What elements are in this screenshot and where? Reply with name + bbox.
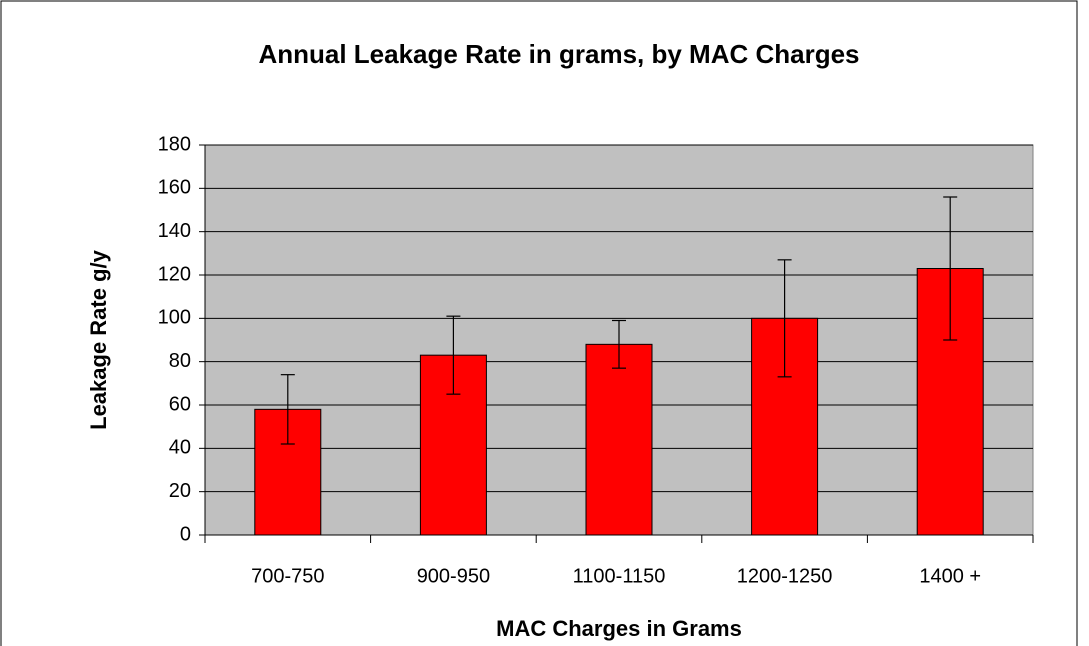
- x-tick-label: 700-750: [251, 565, 324, 587]
- y-tick-label: 0: [180, 523, 191, 545]
- x-axis-label: MAC Charges in Grams: [496, 616, 742, 641]
- y-axis-label: Leakage Rate g/y: [86, 249, 111, 430]
- y-tick-label: 40: [169, 437, 191, 459]
- x-tick-label: 1200-1250: [737, 565, 833, 587]
- y-tick-label: 100: [158, 307, 191, 329]
- y-tick-label: 140: [158, 220, 191, 242]
- chart-title: Annual Leakage Rate in grams, by MAC Cha…: [258, 39, 859, 69]
- y-tick-label: 60: [169, 393, 191, 415]
- y-tick-label: 80: [169, 350, 191, 372]
- y-tick-label: 20: [169, 480, 191, 502]
- bar: [585, 343, 653, 536]
- x-tick-label: 1100-1150: [573, 565, 666, 587]
- x-tick-label: 900-950: [417, 565, 490, 587]
- x-tick-label: 1400 +: [919, 565, 981, 587]
- y-tick-label: 160: [158, 177, 191, 199]
- y-tick-label: 120: [158, 263, 191, 285]
- y-tick-label: 180: [158, 133, 191, 155]
